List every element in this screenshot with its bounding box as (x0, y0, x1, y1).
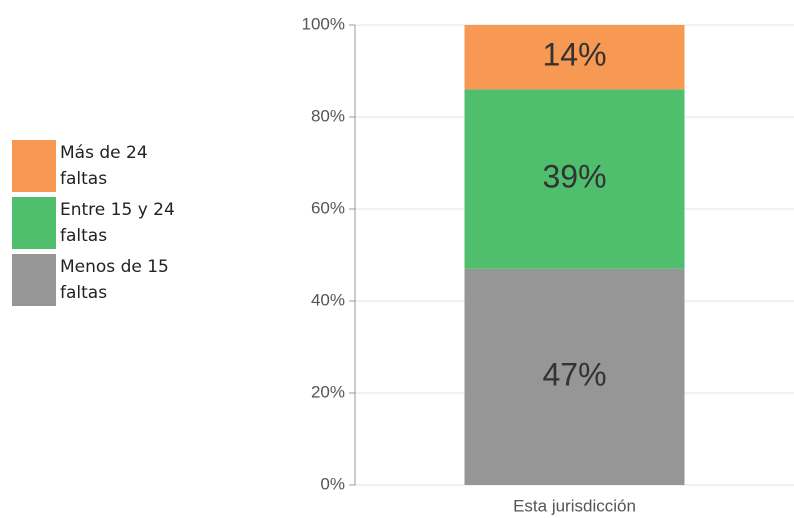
legend-swatch (12, 254, 56, 306)
legend-item: Menos de 15 faltas (12, 254, 212, 306)
data-label: 39% (542, 159, 606, 195)
legend-item: Más de 24 faltas (12, 140, 212, 192)
legend-item: Entre 15 y 24 faltas (12, 197, 212, 249)
bar-segment (464, 268, 685, 485)
legend-swatch (12, 197, 56, 249)
y-tick-label: 0% (320, 474, 345, 493)
data-label: 14% (542, 37, 606, 73)
legend-swatch (12, 140, 56, 192)
legend-label: Entre 15 y 24 faltas (60, 200, 175, 246)
x-tick-label: Esta jurisdicción (513, 496, 636, 515)
y-tick-label: 40% (311, 290, 345, 309)
y-tick-label: 20% (311, 382, 345, 401)
legend: Más de 24 faltas Entre 15 y 24 faltas Meno… (12, 140, 212, 311)
y-tick-label: 80% (311, 106, 345, 125)
y-tick-label: 100% (302, 14, 345, 33)
y-tick-label: 60% (311, 198, 345, 217)
bar-segment (464, 89, 685, 269)
bar-segment (464, 25, 685, 90)
legend-label: Menos de 15 faltas (60, 257, 169, 303)
legend-label: Más de 24 faltas (60, 143, 148, 189)
data-label: 47% (542, 356, 606, 392)
